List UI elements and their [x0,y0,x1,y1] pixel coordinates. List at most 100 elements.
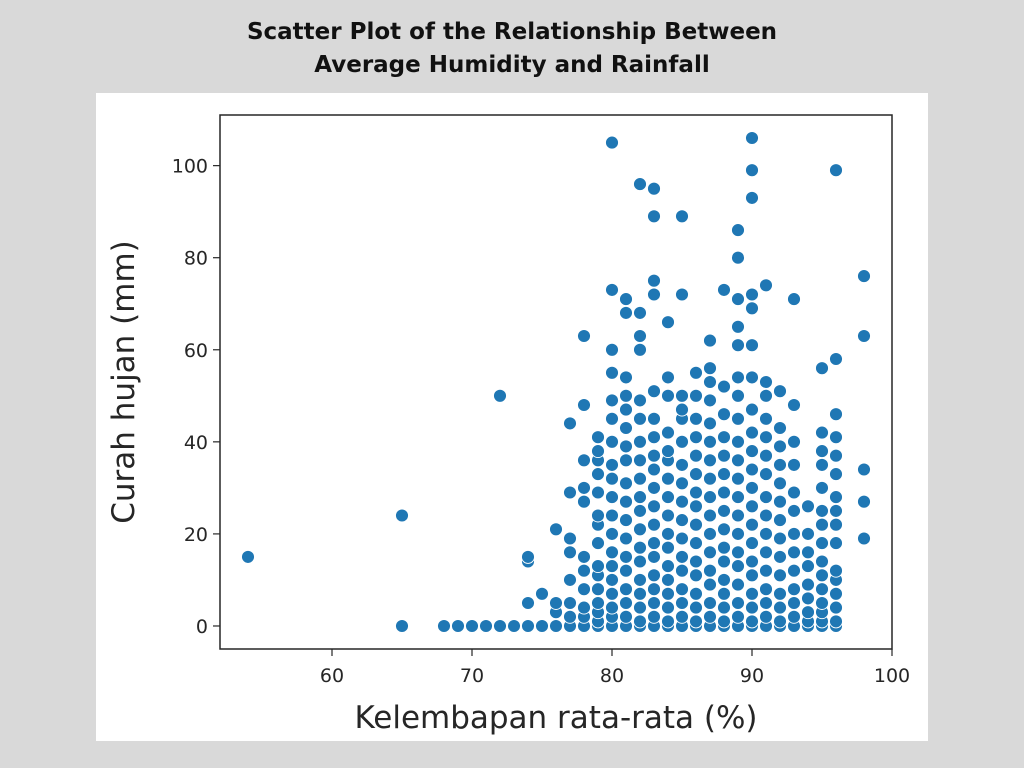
scatter-point [829,517,843,532]
y-tick-label: 0 [196,616,208,638]
scatter-point [801,591,815,606]
scatter-point [465,619,479,633]
scatter-point [703,609,717,624]
scatter-point [745,554,759,569]
scatter-point [633,614,647,629]
scatter-point [717,485,731,500]
scatter-point [717,614,731,629]
scatter-point [633,393,647,408]
scatter-point [675,582,689,597]
scatter-point [787,503,801,518]
scatter-point [507,619,521,633]
scatter-point [745,287,759,302]
scatter-point [577,494,591,509]
scatter-point [773,568,787,583]
scatter-point [773,476,787,491]
scatter-point [787,596,801,610]
scatter-point [521,596,535,610]
scatter-point [605,365,619,380]
scatter-point [829,430,843,445]
scatter-point [591,485,605,500]
scatter-point [759,430,773,445]
scatter-point [563,416,577,431]
scatter-point [829,600,843,615]
scatter-point [675,494,689,509]
scatter-point [815,425,829,440]
scatter-point [801,577,815,592]
scatter-point [815,536,829,551]
scatter-point [605,434,619,449]
scatter-point [829,536,843,551]
scatter-point [689,586,703,601]
scatter-point [857,494,871,509]
scatter-point [395,508,409,523]
scatter-point [773,614,787,629]
scatter-point [619,370,633,385]
scatter-point [759,278,773,293]
scatter-point [661,370,675,385]
scatter-point [605,342,619,357]
scatter-point [815,457,829,472]
scatter-point [661,586,675,601]
scatter-point [661,526,675,541]
scatter-point [689,499,703,514]
scatter-point [829,563,843,578]
scatter-point [563,572,577,587]
scatter-point [633,434,647,449]
scatter-point [451,619,465,633]
scatter-point [759,582,773,597]
scatter-point [759,526,773,541]
scatter-point [577,549,591,564]
scatter-point [675,287,689,302]
scatter-point [591,536,605,551]
scatter-point [647,609,661,624]
scatter-point [759,467,773,482]
scatter-point [619,439,633,454]
scatter-point [633,177,647,192]
scatter-point [577,398,591,412]
scatter-point [731,596,745,610]
scatter-point [745,301,759,316]
x-tick-label: 70 [460,665,484,687]
scatter-point [661,388,675,403]
scatter-point [577,453,591,468]
scatter-point [591,467,605,482]
scatter-point [521,619,535,633]
scatter-point [717,600,731,615]
scatter-point [717,430,731,445]
scatter-point [717,522,731,537]
scatter-point [829,407,843,422]
scatter-point [619,402,633,417]
scatter-point [619,609,633,624]
scatter-point [745,370,759,385]
scatter-point [801,499,815,514]
points-layer [241,131,871,633]
scatter-point [549,596,563,610]
scatter-point [647,411,661,426]
scatter-point [829,163,843,178]
scatter-point [605,411,619,426]
scatter-point [605,545,619,560]
scatter-point [703,526,717,541]
scatter-point [703,393,717,408]
scatter-point [689,554,703,569]
scatter-point [717,407,731,422]
scatter-point [605,490,619,505]
scatter-point [745,568,759,583]
scatter-point [787,563,801,578]
scatter-point [619,305,633,320]
y-tick-label: 80 [184,248,208,270]
scatter-point [815,480,829,495]
scatter-point [787,526,801,541]
scatter-point [619,292,633,307]
scatter-point [675,457,689,472]
scatter-point [759,508,773,523]
scatter-point [619,388,633,403]
scatter-point [241,549,255,564]
scatter-point [661,559,675,574]
scatter-point [857,462,871,477]
scatter-point [731,526,745,541]
scatter-point [689,365,703,380]
scatter-point [689,448,703,463]
scatter-point [745,462,759,477]
